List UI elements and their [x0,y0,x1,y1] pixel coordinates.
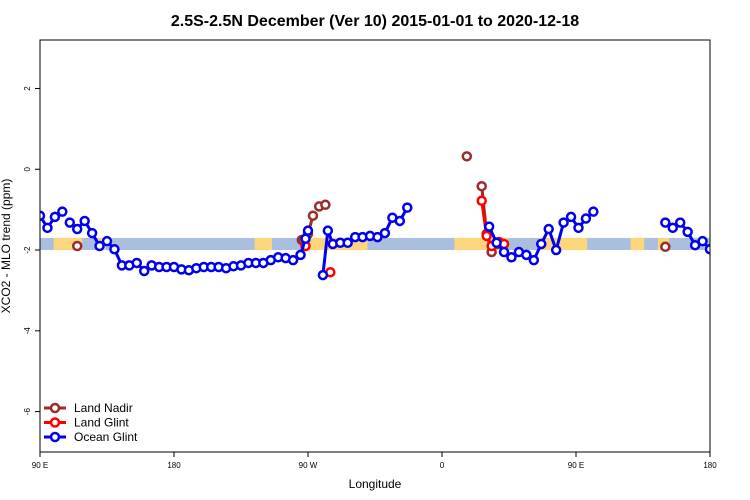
ocean-glint-point-62 [558,217,569,228]
chart-title: 2.5S-2.5N December (Ver 10) 2015-01-01 t… [171,13,579,30]
ocean-glint-point-65 [580,213,592,224]
land-nadir-point-9 [476,180,487,192]
ocean-glint-point-48 [379,227,391,239]
y-tick-label-1: -6 [23,408,32,416]
land-nadir-point-5 [307,210,319,221]
ocean-glint-point-58 [528,254,540,266]
legend-label-ocean-glint: Ocean Glint [74,430,138,444]
ocean-glint-point-61 [550,244,562,256]
y-tick-label-3: -2 [23,246,32,254]
plot-frame [39,39,711,453]
ocean-glint-point-76 [728,259,736,267]
ocean-glint-point-53 [491,237,502,249]
ocean-glint-point-64 [573,222,584,234]
x-axis-label: Longitude [349,477,402,491]
band-land-segment-6 [538,237,588,251]
ocean-glint-point-52 [483,221,495,232]
ocean-glint-point-39 [317,269,329,281]
ocean-glint-point-60 [543,223,554,235]
x-tick-label-1: 90 E [32,461,48,470]
ocean-glint-point-69 [674,217,686,228]
ocean-glint-point-66 [588,206,599,217]
ocean-glint-point-11 [109,243,120,255]
ocean-glint-point-6 [71,223,83,235]
land-nadir-point-13 [660,241,671,253]
y-tick-label-4: 0 [23,166,32,171]
ocean-glint-point-15 [138,265,150,277]
ocean-glint-point-74 [713,261,721,269]
ocean-glint-point-2 [42,222,53,234]
ocean-glint-point-38 [302,225,314,236]
ocean-glint-point-63 [565,211,577,223]
ocean-glint-point-72 [697,235,708,247]
ocean-glint-point-37 [300,233,311,244]
ocean-glint-point-35 [287,254,299,266]
ocean-glint-point-3 [49,211,61,223]
ocean-glint-point-71 [689,239,701,251]
ocean-glint-point-14 [131,257,143,269]
ocean-glint-point-4 [57,206,68,217]
x-tick-label-2: 180 [167,461,181,470]
ocean-glint-point-51 [402,202,413,213]
series-layer [40,151,750,281]
ocean-glint-point-55 [506,252,517,263]
ocean-glint-point-50 [394,215,406,227]
ocean-glint-point-73 [704,243,710,255]
x-tick-label-3: 90 W [299,461,318,470]
land-nadir-point-7 [320,199,331,211]
ocean-glint-point-7 [79,215,90,227]
x-tick-label-4: 0 [440,461,445,470]
ocean-glint-point-10 [101,235,113,247]
band-land-segment-3 [254,237,273,251]
series-ocean-glint [40,202,750,281]
land-glint-point-4 [481,230,492,242]
legend-marker-ocean-glint [49,431,61,443]
ocean-glint-point-43 [342,237,353,249]
legend-marker-land-nadir [49,402,61,414]
ocean-glint-point-1 [40,210,46,221]
ocean-glint-point-67 [660,217,671,228]
ocean-glint-point-78 [743,262,750,270]
ocean-glint-point-8 [86,227,98,239]
y-tick-label-5: 2 [23,86,32,91]
band-land-segment-7 [630,237,645,251]
ocean-glint-point-70 [682,226,693,238]
land-nadir-point-8 [461,151,473,162]
legend-label-land-nadir: Land Nadir [74,401,133,415]
ocean-glint-point-75 [721,261,729,269]
legend-label-land-glint: Land Glint [74,416,129,430]
y-tick-label-2: -4 [23,327,32,335]
y-axis-label: XCO2 - MLO trend (ppm) [0,179,13,314]
ocean-glint-point-77 [736,266,744,274]
ocean-glint-point-9 [94,240,105,252]
x-tick-label-5: 90 E [568,461,584,470]
ocean-glint-point-68 [667,222,679,234]
legend-marker-land-glint [49,417,61,428]
x-tick-label-6: 180 [703,461,717,470]
ocean-glint-point-59 [536,238,547,250]
ocean-glint-point-47 [372,231,383,243]
ocean-glint-point-36 [295,249,306,261]
ocean-glint-point-54 [498,246,510,258]
ocean-glint-point-5 [64,217,76,228]
land-glint-point-3 [476,195,487,207]
x-axis: 90 E 180 90 W 0 90 E 180 [32,452,717,470]
ocean-glint-point-57 [521,249,532,261]
ocean-glint-point-40 [322,225,334,236]
land-nadir-point-1 [71,240,83,252]
y-axis: -6 -4 -2 0 2 [23,86,40,415]
